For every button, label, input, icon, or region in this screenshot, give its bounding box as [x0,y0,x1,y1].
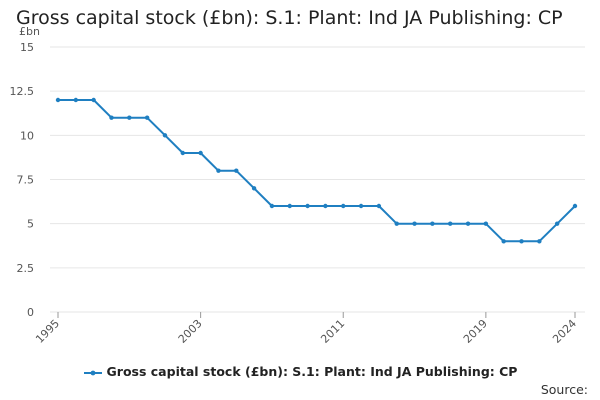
data-point [412,221,417,226]
x-tick-label: 2003 [176,317,205,346]
source-label: Source: [540,382,588,397]
x-tick-label: 1995 [33,317,62,346]
legend-swatch [83,370,102,375]
series-line [58,99,576,243]
data-point [162,133,168,138]
data-point [305,203,310,209]
y-tick-label: 0 [27,306,34,319]
x-axis-ticks: 1995 2003 2011 2019 2024 [33,312,579,346]
series-layer [55,97,578,244]
data-point [287,203,292,209]
data-point [572,203,578,209]
data-point [358,203,364,209]
data-point [465,221,471,226]
legend-label: Gross capital stock (£bn): S.1: Plant: I… [106,364,518,379]
y-tick-label: 15 [20,41,34,54]
x-tick-label: 2019 [461,317,490,346]
chart-title: Gross capital stock (£bn): S.1: Plant: I… [16,7,563,29]
data-point [537,239,542,244]
y-axis-unit-label: £bn [19,25,40,38]
data-point [109,115,114,120]
data-point [144,115,150,120]
data-point [73,97,79,103]
y-tick-label: 2.5 [17,262,35,275]
y-tick-label: 12.5 [10,85,35,98]
x-tick-label: 2011 [318,317,347,346]
data-point [519,239,524,244]
data-point [251,186,257,191]
data-point [323,203,328,209]
y-tick-label: 10 [20,129,34,142]
data-point [55,97,61,103]
grid-lines [50,46,585,313]
data-point [448,221,453,226]
data-point [376,203,382,209]
y-tick-label: 5 [27,218,34,231]
x-tick-label: 2024 [550,317,579,346]
data-point [269,203,275,209]
data-point [501,239,506,244]
data-point [483,221,489,226]
y-tick-label: 7.5 [17,174,35,187]
data-point [430,221,435,226]
data-point [127,115,132,120]
data-point [198,150,203,156]
data-point [234,168,239,173]
data-point [216,168,221,173]
data-point [554,221,560,226]
data-point [394,221,399,226]
legend: Gross capital stock (£bn): S.1: Plant: I… [0,364,600,379]
data-point [341,203,346,209]
y-axis-ticks: 0 2.5 5 7.5 10 12.5 15 [10,41,35,319]
data-point [91,97,96,103]
data-point [180,150,185,156]
